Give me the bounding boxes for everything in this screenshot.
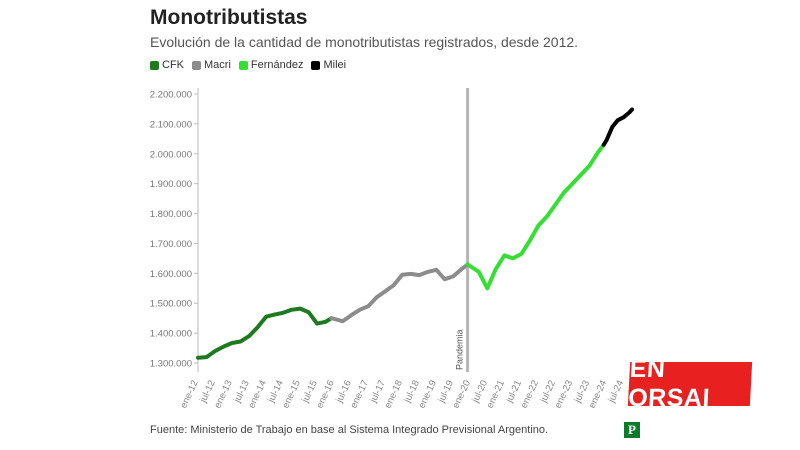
y-tick-label-4: 1.700.000 [150,239,192,250]
y-tick-label-9: 2.200.000 [150,89,192,100]
legend-item-fernandez: Fernández [238,59,304,71]
legend-swatch-cfk [150,60,159,70]
data-point-2-9 [545,214,549,219]
chart-legend: CFK Macri Fernández Milei [150,59,346,71]
data-point-2-10 [553,203,558,207]
legend-swatch-fernandez [238,60,248,70]
data-point-1-1 [341,319,345,323]
y-tick-label-3: 1.600.000 [150,269,192,280]
chart-subtitle: Evolución de la cantidad de monotributis… [150,34,579,50]
data-point-2-12 [570,182,575,186]
data-point-1-4 [366,304,370,308]
data-point-2-2 [485,286,489,290]
data-point-2-5 [511,256,515,260]
data-point-3-5 [627,110,631,115]
data-point-0-12 [298,307,302,311]
pandemic-label: Pandemia [455,329,465,370]
source-note: Fuente: Ministerio de Trabajo en base al… [150,424,549,436]
data-point-1-9 [409,272,413,276]
data-point-1-7 [392,283,396,287]
data-point-2-7 [528,238,532,243]
data-point-0-10 [281,311,285,315]
data-point-2-6 [519,252,524,256]
data-point-0-2 [213,349,217,353]
legend-item-milei: Milei [311,59,346,71]
x-tick-label-0: ene-12 [178,379,200,410]
data-point-0-6 [247,334,251,338]
data-point-2-0 [466,262,470,266]
y-tick-label-1: 1.400.000 [150,329,192,340]
data-point-2-3 [494,267,498,271]
legend-label-macri: Macri [204,59,231,71]
data-point-1-14 [451,274,455,278]
data-point-0-4 [230,341,234,345]
series-line-fernndez [465,142,606,291]
data-point-0-1 [204,355,209,359]
legend-label-fernandez: Fernández [250,59,304,71]
data-point-1-13 [443,277,447,281]
data-point-2-11 [562,191,566,195]
data-point-3-4 [621,115,626,119]
data-point-3-1 [604,138,609,142]
data-point-0-8 [264,315,268,319]
y-tick-label-7: 2.000.000 [150,149,192,160]
data-point-0-13 [307,310,311,314]
legend-swatch-milei [311,60,321,70]
data-point-3-3 [616,118,620,122]
data-point-0-14 [315,322,319,326]
data-point-0-5 [238,339,243,344]
data-point-0-0 [196,356,200,360]
legend-item-macri: Macri [192,59,231,71]
data-point-0-3 [221,345,226,349]
data-point-2-13 [579,173,583,177]
y-tick-label-2: 1.500.000 [150,299,192,310]
legend-item-cfk: CFK [150,59,184,71]
chart-title: Monotributistas [150,6,308,29]
data-point-1-10 [417,273,421,277]
data-point-1-8 [400,273,404,277]
data-point-2-15 [596,150,600,154]
data-point-0-15 [324,320,328,324]
data-point-1-12 [434,268,438,272]
data-point-1-3 [358,308,362,312]
y-tick-label-6: 1.900.000 [150,179,192,190]
legend-swatch-macri [192,60,201,70]
data-point-2-14 [587,164,592,168]
series-line-macri [329,262,470,324]
data-point-2-1 [477,270,481,274]
y-tick-label-8: 2.100.000 [150,119,192,130]
legend-label-cfk: CFK [162,59,184,71]
publisher-logo: P [624,422,640,438]
data-point-3-2 [610,125,614,129]
data-point-2-4 [502,253,506,257]
data-point-1-0 [329,316,333,320]
y-tick-label-5: 1.800.000 [150,209,192,220]
data-point-1-5 [375,295,379,299]
data-point-1-6 [383,289,387,293]
data-point-0-9 [273,313,277,317]
data-point-1-2 [349,313,353,317]
x-tick-label-25: jul-24 [606,379,626,406]
data-point-0-7 [256,325,260,329]
series-line-milei [601,107,634,147]
data-point-1-11 [426,270,430,274]
data-point-3-6 [630,107,634,112]
y-tick-label-0: 1.300.000 [150,359,192,370]
data-point-0-11 [290,308,294,312]
data-point-3-0 [602,143,606,147]
data-point-1-15 [460,267,464,271]
legend-label-milei: Milei [323,59,347,71]
en-orsai-badge: EN ORSAI [628,355,753,412]
data-point-2-8 [536,223,541,228]
